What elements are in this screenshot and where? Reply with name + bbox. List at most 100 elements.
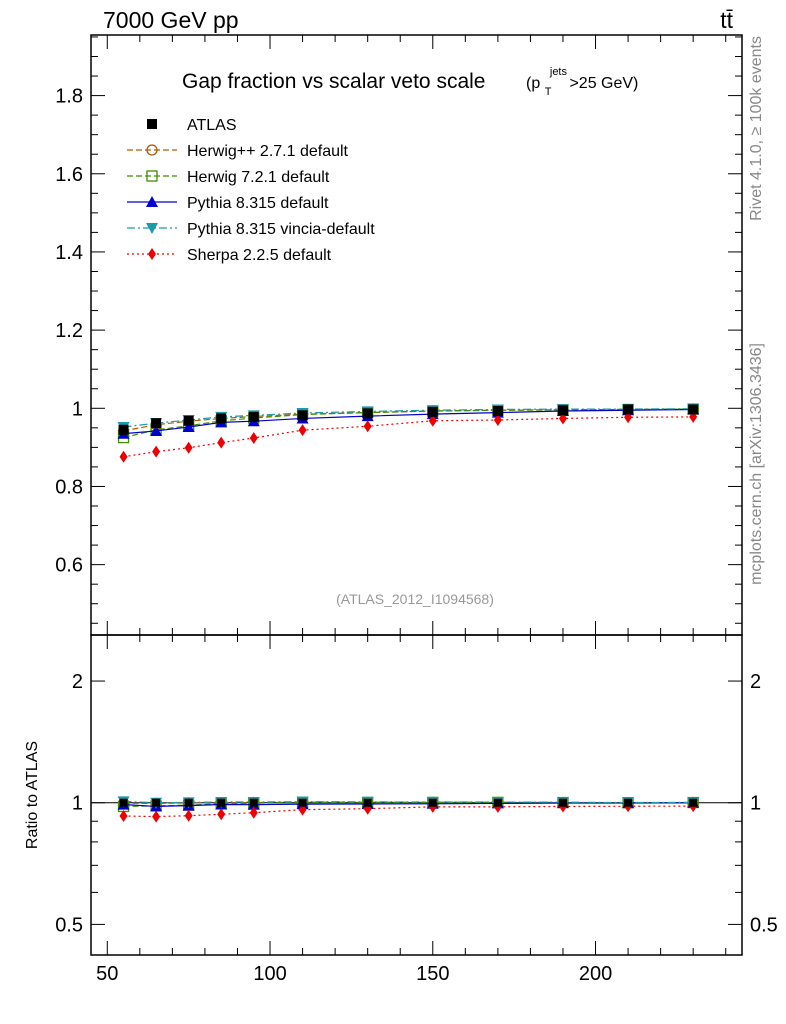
legend-label: Pythia 8.315 default: [187, 195, 329, 212]
series-4-ratio-point: [217, 808, 226, 821]
atlas-ratio-point: [217, 798, 226, 807]
subtitle-sup: jets: [549, 66, 568, 78]
ratio-y-tick-label-right: 0.5: [750, 914, 778, 936]
ratio-y-tick-labels: 0.5 0.5 1 1 2 2: [55, 671, 778, 936]
process-label: tt̄: [720, 7, 733, 33]
chart-title-main: Gap fraction vs scalar veto scale: [182, 70, 485, 93]
atlas-ratio-point: [493, 798, 502, 807]
series-2-ratio-line: [123, 802, 694, 808]
atlas-ratio-point: [428, 798, 437, 807]
legend-label: Pythia 8.315 vincia-default: [187, 221, 375, 238]
series-4-line: [123, 416, 694, 458]
atlas-point: [557, 405, 568, 416]
chart-title: Gap fraction vs scalar veto scale: [182, 70, 485, 93]
atlas-ratio-point: [689, 798, 698, 807]
atlas-ratio-point: [298, 798, 307, 807]
atlas-point: [216, 413, 227, 424]
main-axis-ticks: [91, 35, 742, 635]
legend-label: Herwig++ 2.7.1 default: [187, 143, 349, 160]
series-4-ratio-point: [119, 810, 128, 823]
atlas-point: [623, 404, 634, 415]
x-tick-label: 50: [96, 963, 118, 985]
atlas-point: [151, 418, 162, 429]
y-tick-label: 1.8: [55, 86, 83, 108]
series-4-point: [152, 445, 161, 458]
subtitle-close: >25 GeV): [569, 75, 638, 92]
legend-marker: [147, 119, 157, 129]
x-tick-labels: 50 100 150 200: [96, 963, 612, 985]
series-2-point: [150, 424, 163, 436]
legend-marker: [146, 170, 158, 182]
ratio-y-tick-label-right: 2: [750, 671, 761, 693]
atlas-ratio-point: [152, 798, 161, 807]
ratio-y-tick-label: 2: [72, 671, 83, 693]
series-2-line: [123, 408, 694, 435]
legend-marker: [146, 144, 158, 156]
series-3-line: [123, 408, 694, 428]
legend-marker: [146, 223, 158, 234]
legend-label: Herwig 7.2.1 default: [187, 169, 330, 186]
y-tick-label: 0.6: [55, 555, 83, 577]
mcplots-label: mcplots.cern.ch [arXiv:1306.3436]: [748, 343, 765, 585]
atlas-ratio-point: [624, 798, 633, 807]
series-4-ratio-point: [249, 806, 258, 819]
atlas-ratio-point: [184, 798, 193, 807]
atlas-point: [297, 410, 308, 421]
main-y-tick-labels: 0.6 0.8 1 1.2 1.4 1.6 1.8: [55, 86, 83, 577]
atlas-ratio-point: [249, 798, 258, 807]
energy-label: 7000 GeV pp: [103, 7, 239, 33]
chart-subtitle: (p T jets >25 GeV): [526, 62, 638, 99]
atlas-point: [118, 424, 129, 435]
ratio-y-tick-label-right: 1: [750, 793, 761, 815]
legend-marker: [148, 248, 156, 260]
atlas-point: [183, 415, 194, 426]
series-1-line: [123, 408, 694, 439]
series-4-point: [298, 424, 307, 437]
y-tick-label: 1: [72, 398, 83, 420]
series-4-ratio-point: [152, 810, 161, 823]
atlas-point: [248, 411, 259, 422]
main-series-layer: [117, 403, 700, 463]
y-tick-label: 0.8: [55, 476, 83, 498]
ratio-y-axis-label: Ratio to ATLAS: [24, 741, 41, 849]
atlas-ratio-point: [119, 798, 128, 807]
series-4-ratio-point: [184, 809, 193, 822]
rivet-label: Rivet 4.1.0, ≥ 100k events: [748, 36, 765, 221]
atlas-point: [427, 406, 438, 417]
series-4-point: [493, 414, 502, 427]
analysis-id: (ATLAS_2012_I1094568): [336, 591, 494, 607]
y-tick-label: 1.2: [55, 320, 83, 342]
ratio-y-tick-label: 0.5: [55, 914, 83, 936]
series-4-point: [249, 431, 258, 444]
series-2-point: [182, 421, 195, 433]
ratio-axis-ticks: [91, 635, 742, 955]
series-4-point: [428, 414, 437, 427]
subtitle-sub: T: [545, 86, 552, 98]
x-tick-label: 100: [253, 963, 286, 985]
series-4-point: [558, 412, 567, 425]
series-3-ratio-line: [123, 800, 694, 804]
atlas-point: [362, 408, 373, 419]
x-tick-label: 200: [579, 963, 612, 985]
series-4-point: [184, 441, 193, 454]
ratio-panel-frame: [90, 634, 743, 956]
legend-label: Sherpa 2.2.5 default: [187, 247, 332, 264]
series-4-point: [363, 420, 372, 433]
ratio-series-layer: [91, 796, 742, 823]
legend-marker: [146, 196, 158, 207]
series-4-point: [119, 450, 128, 463]
y-tick-label: 1.6: [55, 164, 83, 186]
series-0-line: [123, 408, 694, 432]
series-4-ratio-line: [123, 805, 694, 818]
atlas-ratio-point: [363, 798, 372, 807]
atlas-point: [492, 406, 503, 417]
subtitle-open: (p: [526, 75, 540, 92]
legend: ATLAS Herwig++ 2.7.1 default Herwig 7.2.1 …: [127, 117, 375, 264]
series-4-point: [217, 436, 226, 449]
legend-label: ATLAS: [187, 117, 237, 134]
atlas-point: [688, 404, 699, 415]
ratio-y-tick-label: 1: [72, 793, 83, 815]
y-tick-label: 1.4: [55, 242, 83, 264]
atlas-ratio-point: [558, 798, 567, 807]
